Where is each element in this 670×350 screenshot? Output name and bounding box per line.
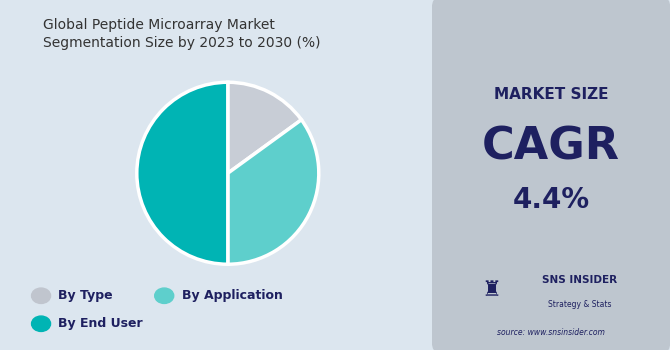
Wedge shape <box>228 120 319 264</box>
Circle shape <box>31 288 50 303</box>
Text: By Application: By Application <box>182 289 282 302</box>
Text: CAGR: CAGR <box>482 126 620 168</box>
FancyBboxPatch shape <box>432 0 670 350</box>
Text: source: www.snsinsider.com: source: www.snsinsider.com <box>497 328 605 337</box>
Text: Strategy & Stats: Strategy & Stats <box>548 300 611 309</box>
Text: Global Peptide Microarray Market
Segmentation Size by 2023 to 2030 (%): Global Peptide Microarray Market Segment… <box>43 18 321 50</box>
Text: 4.4%: 4.4% <box>513 186 590 214</box>
Text: SNS INSIDER: SNS INSIDER <box>542 275 617 285</box>
Wedge shape <box>228 82 302 173</box>
Text: MARKET SIZE: MARKET SIZE <box>494 87 608 102</box>
Text: ♜: ♜ <box>482 280 502 301</box>
Text: By Type: By Type <box>58 289 113 302</box>
Circle shape <box>155 288 174 303</box>
Circle shape <box>31 316 50 331</box>
Text: By End User: By End User <box>58 317 143 330</box>
Wedge shape <box>137 82 228 264</box>
